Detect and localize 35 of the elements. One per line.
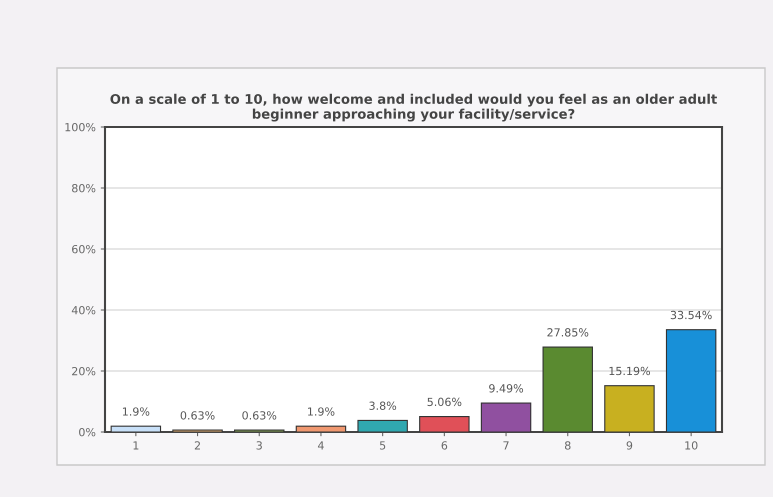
bar: [666, 329, 716, 432]
x-tick-label: 9: [626, 441, 632, 450]
data-label: 1.9%: [122, 407, 150, 416]
x-tick-label: 5: [380, 441, 386, 450]
y-tick-label: 0%: [79, 428, 96, 436]
data-label: 3.8%: [369, 402, 396, 410]
data-label: 1.9%: [308, 407, 334, 416]
x-tick-label: 1: [134, 441, 138, 450]
bar: [357, 420, 408, 432]
bar: [296, 426, 346, 432]
x-tick-label: 7: [503, 441, 509, 450]
y-tick-label: 100%: [65, 122, 96, 132]
bar: [604, 385, 655, 432]
bar: [419, 416, 470, 432]
bar: [542, 346, 593, 432]
data-label: 33.54%: [670, 310, 712, 320]
x-tick-label: 8: [564, 441, 571, 450]
chart-title: On a scale of 1 to 10, how welcome and included would you feel as an older adult beginner approaching your facility/service?: [110, 94, 717, 122]
data-label: 9.49%: [489, 384, 524, 393]
bar: [480, 402, 532, 432]
data-label: 0.63%: [180, 411, 215, 420]
data-label: 0.63%: [242, 411, 276, 420]
data-label: 15.19%: [609, 366, 650, 376]
data-label: 27.85%: [547, 328, 588, 337]
y-tick-label: 60%: [72, 244, 96, 254]
y-tick-label: 20%: [72, 366, 96, 376]
x-tick-label: 2: [194, 441, 200, 450]
data-label: 5.06%: [428, 398, 462, 406]
x-tick-label: 4: [318, 441, 324, 450]
x-tick-label: 10: [685, 441, 698, 450]
y-tick-label: 40%: [72, 306, 96, 314]
x-tick-label: 3: [256, 441, 262, 450]
bar: [110, 426, 162, 432]
x-tick-label: 6: [442, 441, 448, 450]
y-tick-label: 80%: [72, 184, 96, 192]
